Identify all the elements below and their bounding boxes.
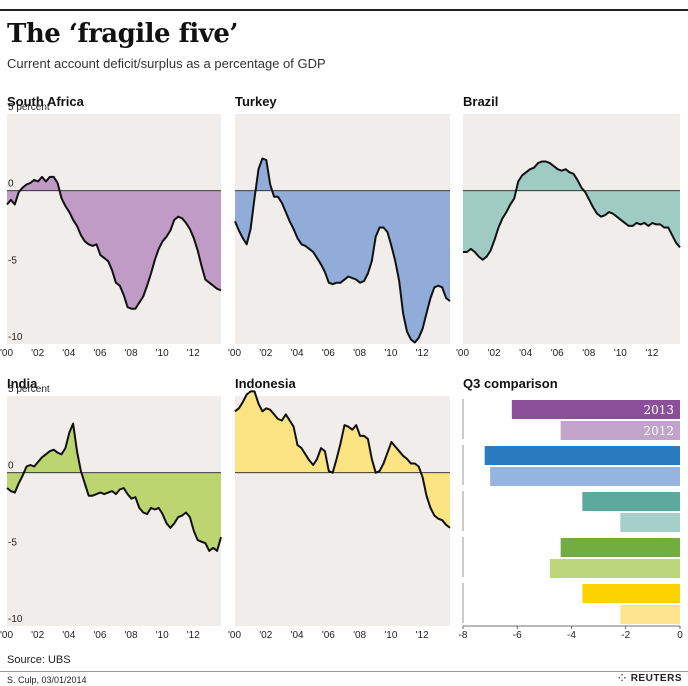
- india-area: [7, 423, 221, 551]
- south-africa-series-line: [6, 175, 222, 310]
- reuters-dots-icon: ⁘: [617, 673, 627, 684]
- turkey-xtick-label: '00: [228, 348, 241, 359]
- south-africa-xtick-label: '10: [156, 348, 169, 359]
- brazil-xtick-label: '10: [614, 348, 627, 359]
- south-africa-bar-2012: [560, 421, 680, 440]
- india-xtick-label: '10: [156, 630, 169, 641]
- indonesia-xtick-label: '12: [416, 630, 429, 641]
- india-ytick-label: -10: [8, 614, 23, 625]
- india-series-line: [6, 422, 222, 552]
- turkey-xtick-label: '02: [259, 348, 272, 359]
- brazil-xtick-label: '00: [456, 348, 469, 359]
- turkey-series-line: [234, 157, 451, 344]
- top-rule: [0, 9, 688, 11]
- brazil-title: Brazil: [463, 94, 498, 109]
- india-xtick-label: '00: [0, 630, 13, 641]
- india-ytick-label: -5: [8, 537, 17, 548]
- indonesia-xtick-label: '10: [384, 630, 397, 641]
- south-africa-ytick-label: -5: [8, 255, 17, 266]
- turkey-xtick-label: '04: [291, 348, 304, 359]
- indonesia-bar-2013: [582, 584, 680, 603]
- india-ytick-label: 5 percent: [8, 384, 50, 395]
- indonesia-series-line: [234, 390, 451, 529]
- india-bar-2013: [560, 538, 680, 557]
- india-xtick-label: '04: [62, 630, 75, 641]
- q3-xtick-label: -2: [621, 630, 630, 641]
- turkey-area: [235, 158, 450, 343]
- q3-comparison-title: Q3 comparison: [463, 376, 558, 391]
- q3-xtick-label: -6: [513, 630, 522, 641]
- turkey-xtick-label: '12: [416, 348, 429, 359]
- q3-xtick-label: -8: [459, 630, 468, 641]
- india-ytick-label: 0: [8, 461, 14, 472]
- turkey-title: Turkey: [235, 94, 277, 109]
- legend-label-2012: 2012: [643, 424, 674, 438]
- brazil-xtick-label: '02: [488, 348, 501, 359]
- south-africa-area: [7, 176, 221, 309]
- indonesia-area: [235, 391, 450, 528]
- turkey-xtick-label: '06: [322, 348, 335, 359]
- south-africa-xtick-label: '02: [31, 348, 44, 359]
- south-africa-xtick-label: '08: [125, 348, 138, 359]
- brazil-panel-bg: [463, 114, 680, 344]
- india-xtick-label: '12: [187, 630, 200, 641]
- credit-note: S. Culp, 03/01/2014: [7, 675, 87, 685]
- brazil-series-line: [463, 160, 681, 261]
- south-africa-ytick-label: -10: [8, 332, 23, 343]
- india-bar-2012: [549, 559, 680, 578]
- source-note: Source: UBS: [7, 654, 71, 666]
- india-xtick-label: '02: [31, 630, 44, 641]
- brand-label: REUTERS: [630, 673, 682, 684]
- turkey-xtick-label: '10: [384, 348, 397, 359]
- indonesia-title: Indonesia: [235, 376, 296, 391]
- india-title: India: [7, 376, 38, 391]
- page-title: The ‘fragile five’: [7, 19, 238, 49]
- brazil-bar-2013: [582, 492, 680, 511]
- indonesia-xtick-label: '04: [291, 630, 304, 641]
- india-xtick-label: '06: [93, 630, 106, 641]
- south-africa-bar-2013: [511, 400, 680, 419]
- indonesia-xtick-label: '08: [353, 630, 366, 641]
- south-africa-xtick-label: '00: [0, 348, 13, 359]
- turkey-bar-2012: [490, 467, 680, 486]
- turkey-bar-2013: [484, 446, 680, 465]
- reuters-logo: ⁘ REUTERS: [618, 673, 682, 684]
- brazil-xtick-label: '06: [551, 348, 564, 359]
- south-africa-xtick-label: '12: [187, 348, 200, 359]
- indonesia-bar-2012: [620, 605, 680, 624]
- turkey-xtick-label: '08: [353, 348, 366, 359]
- south-africa-xtick-label: '04: [62, 348, 75, 359]
- indonesia-xtick-label: '02: [259, 630, 272, 641]
- indonesia-xtick-label: '06: [322, 630, 335, 641]
- south-africa-ytick-label: 5 percent: [8, 102, 50, 113]
- south-africa-title: South Africa: [7, 94, 85, 109]
- indonesia-xtick-label: '00: [228, 630, 241, 641]
- south-africa-xtick-label: '06: [93, 348, 106, 359]
- brazil-bar-2012: [620, 513, 680, 532]
- q3-xtick-label: -4: [567, 630, 576, 641]
- brazil-xtick-label: '12: [645, 348, 658, 359]
- south-africa-ytick-label: 0: [8, 179, 14, 190]
- bottom-rule: [0, 671, 688, 672]
- q3-xtick-label: 0: [677, 630, 683, 641]
- brazil-xtick-label: '04: [519, 348, 532, 359]
- india-xtick-label: '08: [125, 630, 138, 641]
- legend-label-2013: 2013: [643, 403, 674, 417]
- page-subtitle: Current account deficit/surplus as a per…: [7, 56, 326, 71]
- brazil-xtick-label: '08: [582, 348, 595, 359]
